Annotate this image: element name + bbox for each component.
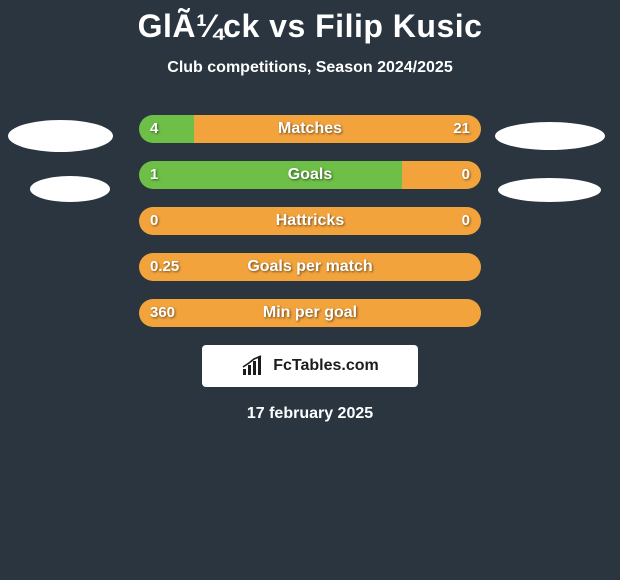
stat-left-value: 360 [150,299,175,327]
stat-bar [139,299,481,327]
stat-bar [139,207,481,235]
stat-row: 0 0 Hattricks [0,207,620,235]
stat-right-value: 0 [462,207,470,235]
stat-left-value: 1 [150,161,158,189]
stat-row: 0.25 Goals per match [0,253,620,281]
stat-left-value: 4 [150,115,158,143]
stat-row: 4 21 Matches [0,115,620,143]
page-title: GlÃ¼ck vs Filip Kusic [0,0,620,45]
stat-bar [139,115,481,143]
stat-row: 360 Min per goal [0,299,620,327]
page-subtitle: Club competitions, Season 2024/2025 [0,59,620,77]
stat-bar [139,253,481,281]
brand-badge[interactable]: FcTables.com [202,345,418,387]
stat-right-value: 21 [453,115,470,143]
stat-row: 1 0 Goals [0,161,620,189]
stat-right-value: 0 [462,161,470,189]
stat-left-value: 0 [150,207,158,235]
date-text: 17 february 2025 [0,405,620,423]
stat-left-value: 0.25 [150,253,179,281]
stat-bar [139,161,481,189]
brand-chart-icon [241,355,267,377]
brand-text: FcTables.com [273,357,379,375]
